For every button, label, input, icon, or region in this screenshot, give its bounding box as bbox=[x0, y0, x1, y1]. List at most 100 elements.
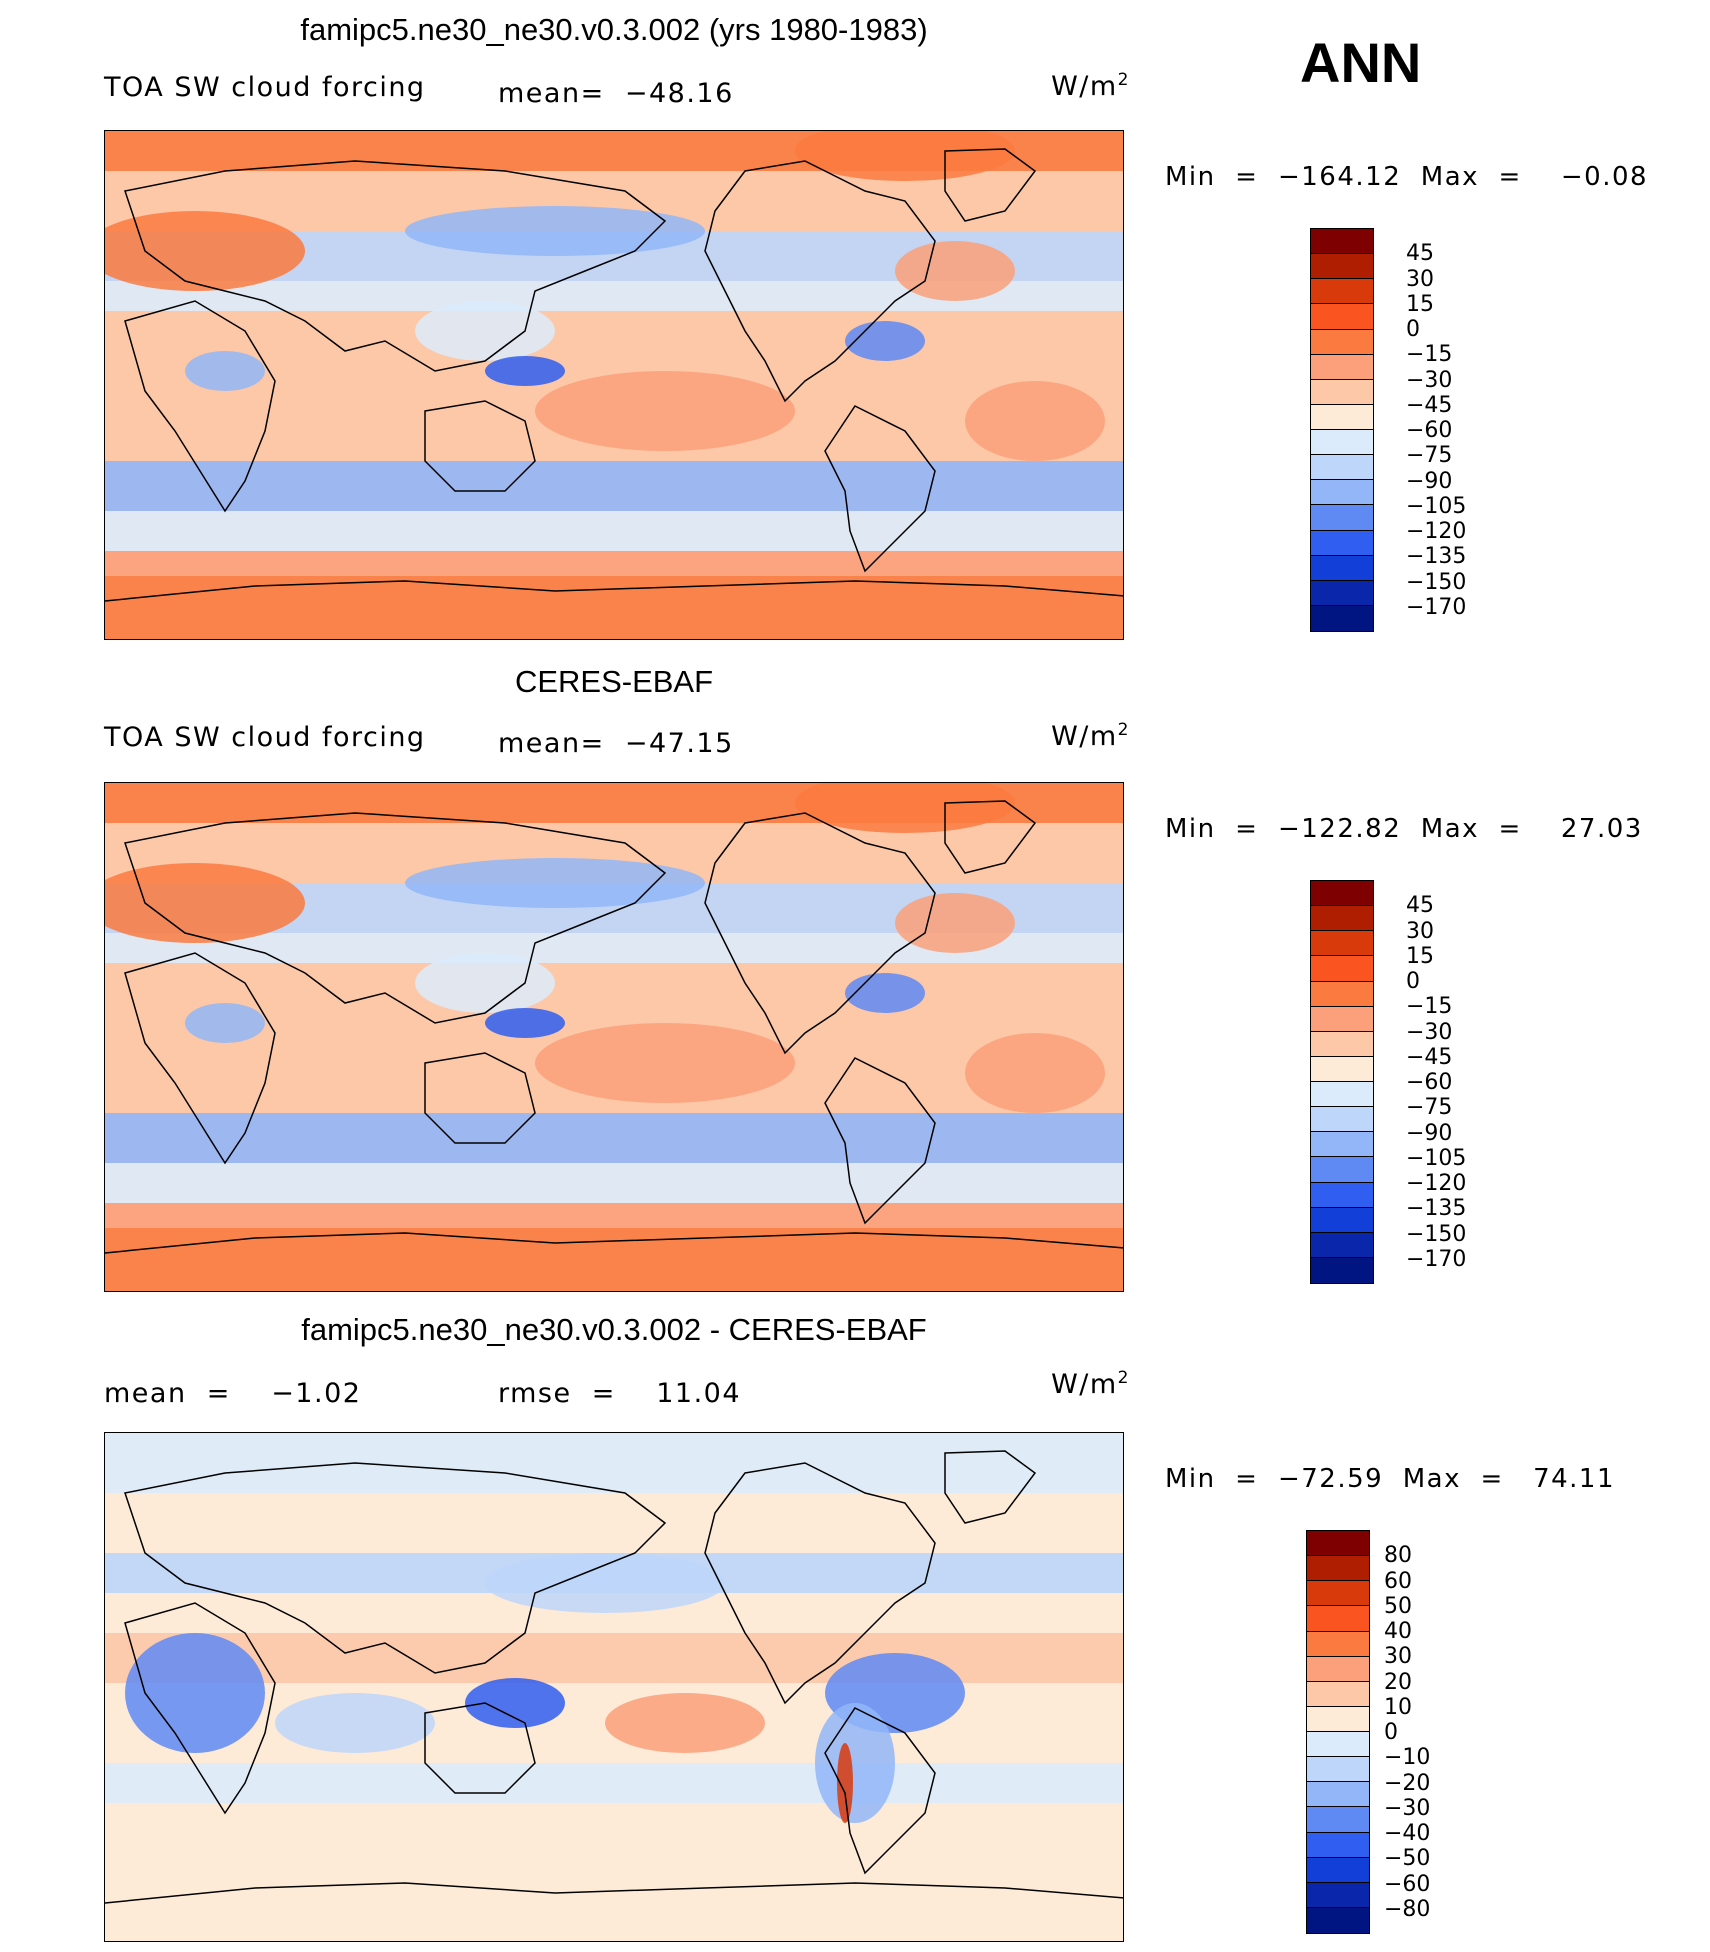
colorbar-tick-label: −40 bbox=[1384, 1821, 1431, 1846]
colorbar-swatch bbox=[1307, 1832, 1369, 1858]
colorbar-tick-label: 10 bbox=[1384, 1694, 1412, 1720]
colorbar-tick-label: −90 bbox=[1406, 1120, 1453, 1146]
colorbar-tick-label: 40 bbox=[1384, 1619, 1412, 1644]
colorbar-swatch bbox=[1311, 1132, 1373, 1158]
coastline bbox=[124, 952, 276, 1165]
panel-observations: CERES-EBAF TOA SW cloud forcing mean= −4… bbox=[0, 650, 1710, 1300]
colorbar-tick-label: −90 bbox=[1406, 468, 1453, 494]
colorbar-swatch bbox=[1311, 304, 1373, 330]
colorbar-tick-label: −105 bbox=[1406, 1145, 1467, 1171]
coastline bbox=[124, 160, 667, 372]
colorbar-tick-label: −80 bbox=[1384, 1896, 1431, 1922]
colorbar-swatch bbox=[1311, 881, 1373, 907]
colorbar-swatch bbox=[1311, 906, 1373, 932]
coastline bbox=[424, 1702, 536, 1794]
colorbar-tick-label: −45 bbox=[1406, 392, 1453, 418]
colorbar-swatch bbox=[1311, 1082, 1373, 1108]
colorbar-swatch bbox=[1307, 1656, 1369, 1682]
colorbar-swatch bbox=[1311, 1207, 1373, 1233]
panel-title: CERES-EBAF bbox=[514, 664, 714, 699]
colorbar-tick-label: 30 bbox=[1406, 918, 1434, 944]
colorbar-tick-label: −75 bbox=[1406, 443, 1453, 469]
colorbar-swatch bbox=[1311, 1006, 1373, 1032]
colorbar-tick-label: −135 bbox=[1406, 1196, 1467, 1222]
coastline bbox=[944, 148, 1037, 222]
colorbar-swatch bbox=[1311, 1157, 1373, 1183]
colorbar-tick-label: −30 bbox=[1406, 367, 1453, 393]
coastline bbox=[704, 812, 936, 1055]
colorbar-tick-label: −30 bbox=[1406, 1019, 1453, 1045]
colorbar bbox=[1306, 1530, 1370, 1934]
panel-difference: famipc5.ne30_ne30.v0.3.002 - CERES-EBAF … bbox=[0, 1300, 1710, 1950]
map-difference bbox=[104, 1432, 1124, 1942]
min-max-label: Min = −122.82 Max = 27.03 bbox=[1165, 814, 1643, 844]
colorbar-swatch bbox=[1311, 1182, 1373, 1208]
colorbar-swatch bbox=[1311, 279, 1373, 305]
rmse-label: rmse = 11.04 bbox=[498, 1378, 742, 1409]
colorbar-tick-label: −150 bbox=[1406, 1221, 1467, 1247]
coastline bbox=[424, 400, 536, 492]
coastline bbox=[824, 1057, 936, 1225]
variable-label: TOA SW cloud forcing bbox=[104, 722, 426, 753]
colorbar-swatch bbox=[1307, 1907, 1369, 1933]
panel-model: famipc5.ne30_ne30.v0.3.002 (yrs 1980-198… bbox=[0, 0, 1710, 650]
colorbar-swatch bbox=[1311, 1107, 1373, 1133]
colorbar-tick-label: 45 bbox=[1406, 893, 1434, 919]
colorbar-tick-label: 30 bbox=[1406, 266, 1434, 292]
colorbar-tick-label: 50 bbox=[1384, 1593, 1412, 1619]
colorbar-tick-label: −120 bbox=[1406, 519, 1467, 544]
colorbar bbox=[1310, 228, 1374, 632]
coastline bbox=[944, 1450, 1037, 1524]
colorbar-tick-label: −150 bbox=[1406, 569, 1467, 595]
colorbar-swatch bbox=[1307, 1857, 1369, 1883]
colorbar bbox=[1310, 880, 1374, 1284]
colorbar-swatch bbox=[1307, 1882, 1369, 1908]
colorbar-tick-label: 15 bbox=[1406, 943, 1434, 969]
colorbar-swatch bbox=[1307, 1807, 1369, 1833]
colorbar-swatch bbox=[1311, 329, 1373, 355]
colorbar-swatch bbox=[1311, 379, 1373, 405]
colorbar-tick-label: 20 bbox=[1384, 1669, 1412, 1695]
coastline bbox=[124, 1602, 276, 1815]
colorbar-swatch bbox=[1311, 956, 1373, 982]
colorbar-tick-label: −30 bbox=[1384, 1795, 1431, 1821]
coastline bbox=[124, 1462, 667, 1674]
colorbar-tick-label: −20 bbox=[1384, 1770, 1431, 1796]
units-label: W/m2 bbox=[1051, 720, 1130, 752]
colorbar-swatch bbox=[1311, 580, 1373, 606]
colorbar-tick-label: 30 bbox=[1384, 1644, 1412, 1670]
colorbar-tick-label: −60 bbox=[1384, 1871, 1431, 1897]
colorbar-tick-label: 0 bbox=[1384, 1720, 1398, 1745]
colorbar-tick-label: −170 bbox=[1406, 1246, 1467, 1272]
coastline bbox=[424, 1052, 536, 1144]
colorbar-swatch bbox=[1311, 1257, 1373, 1283]
colorbar-swatch bbox=[1311, 229, 1373, 255]
colorbar-swatch bbox=[1307, 1631, 1369, 1657]
colorbar-tick-label: −60 bbox=[1406, 418, 1453, 443]
colorbar-swatch bbox=[1311, 480, 1373, 506]
colorbar-swatch bbox=[1307, 1732, 1369, 1758]
coastline bbox=[124, 812, 667, 1024]
colorbar-tick-label: −75 bbox=[1406, 1095, 1453, 1121]
colorbar-swatch bbox=[1311, 1232, 1373, 1258]
colorbar-swatch bbox=[1311, 555, 1373, 581]
colorbar-tick-label: −170 bbox=[1406, 594, 1467, 620]
min-max-label: Min = −164.12 Max = −0.08 bbox=[1165, 162, 1649, 192]
colorbar-swatch bbox=[1307, 1706, 1369, 1732]
colorbar-tick-label: −15 bbox=[1406, 342, 1453, 368]
colorbar-tick-label: 0 bbox=[1406, 317, 1420, 342]
colorbar-swatch bbox=[1307, 1531, 1369, 1557]
colorbar-tick-label: −135 bbox=[1406, 544, 1467, 570]
colorbar-swatch bbox=[1311, 505, 1373, 531]
colorbar-tick-label: 45 bbox=[1406, 241, 1434, 267]
units-label: W/m2 bbox=[1051, 70, 1130, 102]
coastline bbox=[105, 1882, 1123, 1904]
panel-title: famipc5.ne30_ne30.v0.3.002 - CERES-EBAF bbox=[301, 1312, 927, 1347]
variable-label: TOA SW cloud forcing bbox=[104, 72, 426, 103]
map-model bbox=[104, 130, 1124, 640]
units-label: W/m2 bbox=[1051, 1368, 1130, 1400]
colorbar-swatch bbox=[1311, 430, 1373, 456]
colorbar-tick-label: 15 bbox=[1406, 291, 1434, 317]
colorbar-swatch bbox=[1311, 1056, 1373, 1082]
colorbar-swatch bbox=[1311, 931, 1373, 957]
